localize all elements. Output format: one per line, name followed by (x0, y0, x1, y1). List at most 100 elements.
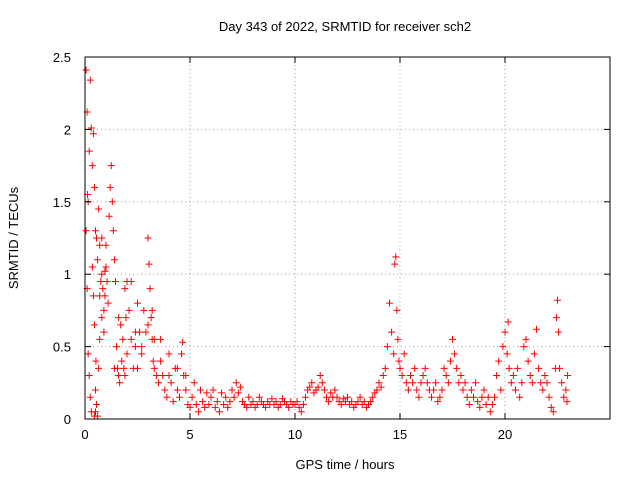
data-point (520, 343, 528, 351)
data-point (144, 321, 152, 329)
data-point (268, 395, 276, 403)
data-point (125, 306, 133, 314)
data-point (134, 364, 141, 372)
data-point (220, 401, 228, 409)
data-point (142, 328, 150, 336)
data-point (478, 393, 486, 401)
data-point (228, 386, 236, 394)
data-point (99, 285, 107, 293)
data-point (94, 256, 102, 264)
data-point (327, 389, 335, 397)
data-point (272, 398, 280, 406)
data-point (119, 335, 127, 343)
data-point (90, 183, 98, 191)
data-point (461, 379, 469, 387)
data-point (341, 398, 349, 406)
data-point (545, 393, 553, 401)
data-point (106, 183, 114, 191)
x-tick-label: 5 (186, 427, 193, 442)
data-point (93, 401, 101, 409)
data-point (98, 234, 106, 242)
data-point (404, 386, 412, 394)
data-point (152, 372, 160, 380)
data-point (541, 372, 549, 380)
data-point (148, 306, 156, 314)
data-point (190, 379, 198, 387)
data-point (549, 408, 557, 416)
data-point (205, 401, 213, 409)
data-point (499, 343, 507, 351)
data-point (121, 372, 129, 380)
data-point (373, 386, 381, 394)
data-point (530, 350, 538, 358)
data-point (556, 364, 564, 372)
data-point (161, 386, 169, 394)
data-point (509, 372, 517, 380)
data-point (169, 398, 177, 406)
data-point (386, 299, 393, 307)
data-point (564, 372, 572, 380)
data-point (413, 386, 421, 394)
data-point (391, 260, 399, 268)
y-tick-label: 1.5 (53, 195, 71, 210)
x-tick-label: 10 (288, 427, 302, 442)
data-point (215, 408, 223, 416)
data-point (178, 350, 186, 358)
data-point (230, 393, 238, 401)
data-point (97, 277, 105, 285)
data-point (555, 328, 563, 336)
data-point (432, 379, 440, 387)
data-point (90, 321, 98, 329)
data-point (207, 393, 215, 401)
data-point (147, 314, 155, 322)
data-point (95, 364, 103, 372)
y-tick-label: 1 (64, 267, 71, 282)
data-point (299, 401, 307, 409)
data-point (98, 270, 106, 278)
data-point (367, 398, 375, 406)
data-point (134, 299, 141, 307)
data-point (199, 398, 207, 406)
data-point (434, 398, 442, 406)
x-tick-label: 20 (498, 427, 512, 442)
x-tick-label: 0 (81, 427, 88, 442)
data-point (501, 328, 509, 336)
data-point (438, 386, 446, 394)
data-point (465, 401, 473, 409)
data-point (131, 343, 139, 351)
data-point (203, 389, 211, 397)
data-point (470, 393, 477, 401)
data-point (383, 343, 391, 351)
data-point (526, 372, 534, 380)
data-point (150, 335, 158, 343)
data-point (89, 292, 97, 300)
data-point (138, 343, 146, 351)
data-point (92, 408, 99, 416)
data-point (398, 372, 406, 380)
data-point (255, 393, 263, 401)
data-point (182, 386, 190, 394)
data-point (201, 403, 209, 411)
data-point (159, 372, 167, 380)
data-point (504, 318, 512, 326)
data-point (85, 147, 93, 155)
data-point (402, 379, 410, 387)
data-point (333, 393, 341, 401)
data-point (459, 386, 467, 394)
data-point (463, 393, 471, 401)
data-point (547, 403, 555, 411)
data-point (102, 263, 110, 271)
data-point (84, 350, 92, 358)
data-point (88, 263, 96, 271)
data-point (474, 398, 482, 406)
data-point (320, 386, 328, 394)
data-point (488, 401, 496, 409)
data-point (249, 398, 257, 406)
data-point (157, 335, 165, 343)
data-point (188, 393, 196, 401)
data-point (436, 393, 444, 401)
data-point (285, 403, 293, 411)
data-point (82, 227, 90, 235)
data-point (407, 372, 414, 380)
